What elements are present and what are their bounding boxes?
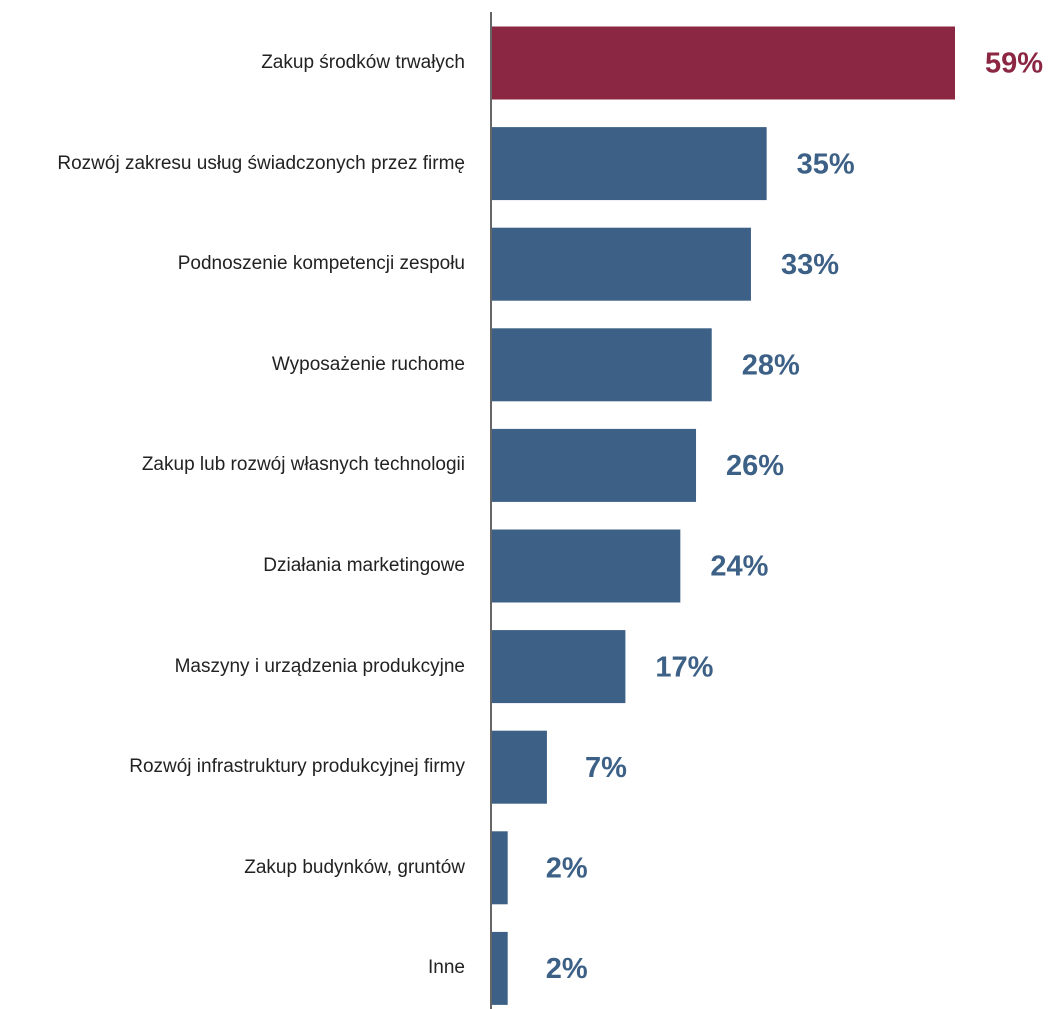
bar [492,630,626,704]
category-label: Zakup budynków, gruntów [244,856,465,878]
category-label: Rozwój zakresu usług świadczonych przez … [57,152,465,174]
category-label: Podnoszenie kompetencji zespołu [177,253,465,275]
bar [492,730,547,804]
bar [492,328,712,402]
value-label: 24% [710,551,768,583]
value-label: 2% [546,852,588,884]
bar [492,26,955,100]
bar [492,127,767,201]
category-label: Zakup środków trwałych [261,52,465,73]
value-label: 26% [726,450,784,482]
bar [492,529,681,603]
value-label: 35% [797,148,855,180]
value-label: 28% [742,349,800,381]
category-label: Inne [428,957,465,979]
bar [492,931,508,1005]
value-label: 7% [585,752,627,784]
value-label: 2% [546,953,588,985]
category-label: Maszyny i urządzenia produkcyjne [174,655,465,677]
category-label: Wyposażenie ruchome [271,353,465,375]
value-label: 17% [655,651,713,683]
bar [492,831,508,905]
bar [492,227,751,301]
category-label: Zakup lub rozwój własnych technologii [141,454,465,476]
category-label: Działania marketingowe [263,555,465,576]
bar [492,428,697,502]
value-label: 33% [781,249,839,281]
value-label: 59% [985,48,1043,80]
category-label: Rozwój infrastruktury produkcyjnej firmy [129,756,465,778]
